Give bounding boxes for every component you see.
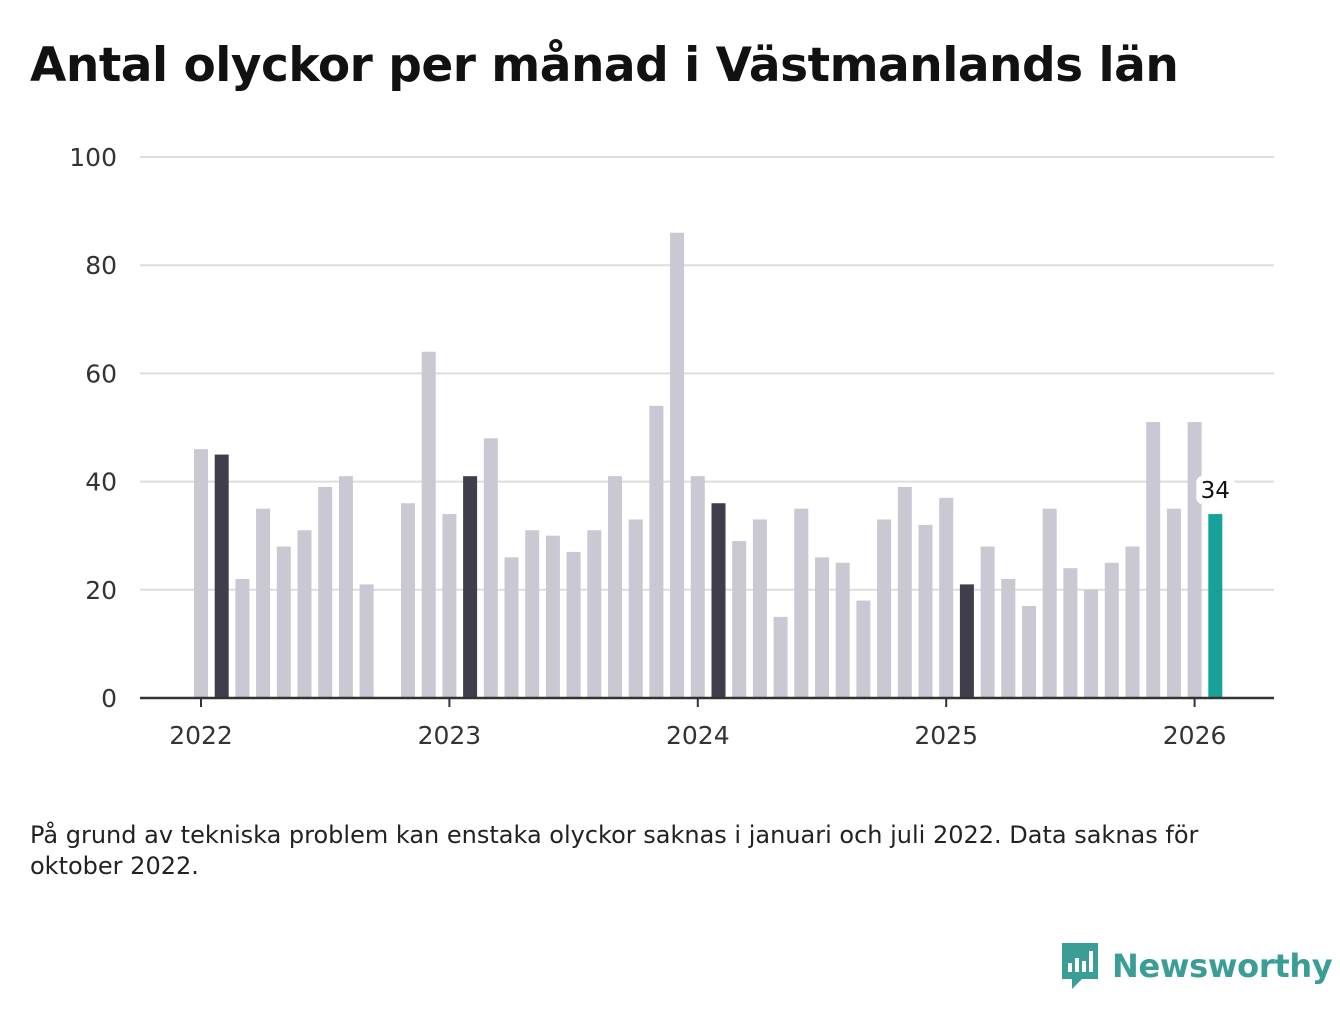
bar-2024-10 [877, 519, 892, 698]
newsworthy-logo-icon [1062, 943, 1098, 989]
bar-2023-05 [525, 530, 540, 698]
bar-2024-06 [794, 508, 809, 698]
brand-name: Newsworthy [1112, 947, 1333, 985]
y-tick-label: 60 [85, 359, 117, 388]
bar-2025-07 [1063, 568, 1078, 698]
bar-2022-12 [421, 351, 436, 698]
bar-2025-05 [1022, 606, 1036, 698]
bar-2024-03 [732, 541, 747, 698]
bar-2025-11 [1146, 422, 1161, 698]
bar-2023-08 [587, 530, 602, 698]
bar-2023-12 [670, 232, 685, 699]
bar-2024-07 [815, 557, 829, 698]
brand-logo[interactable]: Newsworthy [1060, 940, 1333, 992]
y-tick-label: 80 [85, 251, 117, 280]
bar-2024-01 [690, 476, 705, 698]
bar-2026-01 [1187, 422, 1202, 698]
bar-2022-07 [318, 487, 333, 698]
bar-2025-06 [1042, 508, 1057, 698]
bar-2023-07 [566, 551, 581, 698]
gridlines [140, 156, 1274, 591]
bar-2025-04 [1001, 578, 1016, 698]
bar-2025-01 [939, 497, 954, 698]
bar-2023-02 [463, 476, 478, 698]
bar-2023-04 [504, 557, 519, 698]
bar-2023-06 [545, 535, 560, 698]
x-tick-label: 2026 [1163, 721, 1227, 750]
data-label: 34 [1201, 478, 1230, 504]
x-tick-label: 2022 [169, 721, 233, 750]
bar-2022-09 [359, 584, 374, 698]
bar-2024-12 [918, 524, 933, 698]
annotations: 34 [1196, 476, 1235, 505]
y-tick-label: 40 [85, 468, 117, 497]
bar-2023-11 [649, 405, 664, 698]
bar-2023-03 [483, 438, 498, 698]
bar-2024-05 [773, 616, 788, 698]
bar-2026-02 [1208, 514, 1223, 698]
bar-2023-10 [628, 519, 643, 698]
bar-2024-08 [835, 562, 850, 698]
y-axis-ticks: 0 20 40 60 80 100 [69, 143, 117, 713]
bar-2023-01 [442, 514, 457, 698]
bar-2024-02 [711, 503, 726, 698]
bar-2024-04 [752, 519, 767, 698]
y-tick-label: 20 [85, 576, 117, 605]
bar-2025-02 [959, 584, 974, 698]
bar-2025-12 [1166, 508, 1181, 698]
bar-2022-04 [256, 508, 271, 698]
bar-2022-01 [194, 449, 208, 698]
bar-2025-09 [1104, 562, 1119, 698]
bar-2025-03 [980, 546, 995, 698]
bar-2025-08 [1084, 589, 1099, 698]
x-tick-label: 2023 [418, 721, 482, 750]
bar-2022-11 [401, 503, 415, 698]
bar-2022-08 [338, 476, 353, 698]
y-tick-label: 0 [101, 684, 117, 713]
bar-2022-05 [276, 546, 291, 698]
x-tick-label: 2024 [666, 721, 730, 750]
bar-2024-09 [856, 600, 871, 698]
bar-2024-11 [897, 487, 912, 698]
footnote: På grund av tekniska problem kan enstaka… [30, 821, 1199, 880]
bar-2025-10 [1125, 546, 1140, 698]
x-axis-ticks: 2022 2023 2024 2025 2026 [169, 698, 1226, 750]
bar-2022-03 [235, 578, 250, 698]
x-tick-label: 2025 [914, 721, 978, 750]
bars [194, 232, 1223, 699]
bar-2023-09 [608, 476, 622, 698]
bar-chart: 0 20 40 60 80 100 2022 2023 2024 2025 2026 34 [69, 143, 1274, 750]
bar-2022-02 [214, 454, 229, 698]
data-label-bg [1196, 476, 1235, 505]
y-tick-label: 100 [69, 143, 117, 172]
bar-2022-06 [297, 530, 312, 698]
chart-title: Antal olyckor per månad i Västmanlands l… [30, 38, 1179, 93]
